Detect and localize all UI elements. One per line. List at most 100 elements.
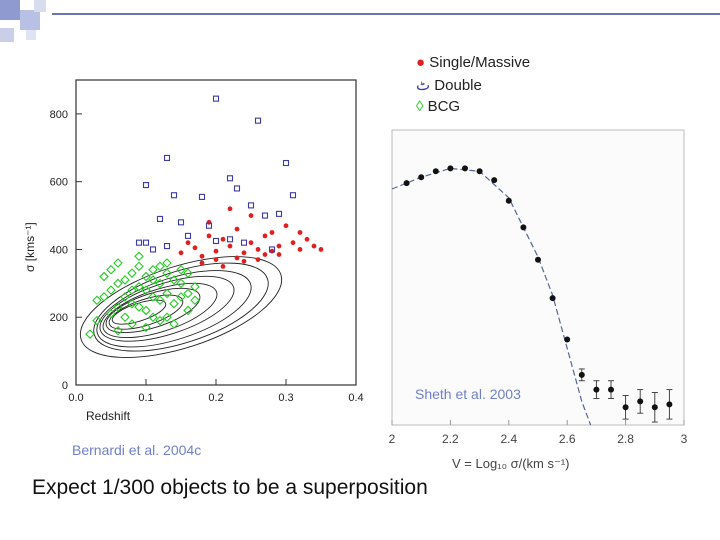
data-point — [403, 180, 410, 187]
bcg-point — [134, 261, 144, 272]
double-point — [240, 239, 248, 246]
double-point — [142, 239, 150, 246]
bcg-point — [141, 322, 151, 333]
double-point — [184, 232, 192, 239]
single-massive-point — [199, 253, 205, 259]
bcg-point — [92, 295, 102, 306]
data-point — [505, 197, 512, 204]
single-massive-point — [262, 233, 268, 239]
double-point — [247, 202, 255, 209]
left-x-tick-label-1: 0.1 — [138, 392, 153, 404]
legend-single-label: Single/Massive — [429, 54, 531, 71]
double-point — [198, 193, 206, 200]
data-point — [491, 177, 498, 184]
bcg-point — [155, 315, 165, 326]
data-point — [520, 224, 527, 231]
left-series-layer — [85, 95, 324, 339]
single-massive-point — [206, 233, 212, 239]
right-x-tick-label-2: 2.4 — [500, 432, 517, 446]
double-point — [205, 222, 213, 229]
bcg-point — [106, 265, 116, 275]
bcg-point — [113, 278, 123, 289]
single-massive-point — [241, 250, 247, 256]
contour-ring-6 — [108, 294, 184, 330]
contour-ring-2 — [96, 270, 252, 348]
right-x-tick-label-4: 2.8 — [617, 432, 634, 446]
right-x-tick-label-0: 2 — [389, 432, 396, 446]
double-point — [261, 212, 269, 219]
double-point — [135, 239, 143, 246]
double-point — [163, 243, 171, 250]
left-x-axis-label: Redshift — [86, 409, 131, 423]
double-point — [282, 159, 290, 167]
double-point — [226, 236, 234, 243]
bcg-point — [127, 268, 137, 278]
left-y-tick-label-0: 0 — [62, 380, 68, 392]
double-point — [289, 192, 297, 199]
bcg-point — [127, 319, 137, 329]
legend-double-label: Double — [434, 77, 482, 94]
left-x-tick-label-2: 0.2 — [208, 392, 223, 404]
bcg-point — [183, 305, 193, 316]
single-massive-point — [269, 248, 275, 254]
bcg-point — [134, 281, 144, 292]
legend-double: ٹ Double — [416, 76, 482, 94]
bcg-point — [148, 312, 158, 322]
bcg-point — [169, 298, 179, 309]
left-y-tick-label-2: 400 — [50, 244, 68, 256]
velocity-function-chart: 2 2.2 2.4 2.6 2.8 3 V = Log₁₀ σ/(km s⁻¹) — [389, 129, 688, 471]
double-point — [156, 215, 164, 222]
contour-ring-4 — [102, 282, 218, 339]
bcg-point — [148, 292, 158, 302]
bcg-point — [134, 302, 144, 312]
data-point — [462, 165, 468, 172]
bcg-point — [148, 265, 158, 275]
double-point — [275, 210, 283, 217]
data-point — [564, 336, 571, 343]
decor-square-5 — [26, 30, 36, 40]
redshift-sigma-chart: 0 200 400 600 800 0.0 0.1 0.2 0.3 0.4 Redshift σ … — [23, 79, 364, 423]
single-massive-point — [227, 243, 233, 249]
left-y-tick-label-1: 200 — [50, 312, 68, 324]
data-point — [535, 256, 541, 263]
data-point — [578, 371, 585, 378]
legend-bcg-label: BCG — [427, 98, 461, 115]
decor-square-1 — [0, 0, 20, 20]
decor-square-2 — [20, 10, 40, 30]
slide-caption: Expect 1/300 objects to be a superpositi… — [32, 476, 428, 499]
data-point — [549, 295, 556, 302]
bcg-point — [106, 285, 116, 295]
single-massive-point — [318, 247, 324, 252]
contour-ring-1 — [93, 262, 269, 352]
left-y-tick-label-4: 800 — [50, 109, 68, 121]
bcg-point — [92, 315, 102, 326]
data-point — [432, 168, 439, 175]
single-massive-point — [192, 245, 198, 251]
single-massive-point — [255, 257, 261, 263]
bcg-point — [155, 295, 165, 306]
single-massive-point — [178, 250, 184, 256]
single-massive-point — [276, 252, 282, 257]
bcg-point — [106, 309, 116, 319]
double-point — [254, 117, 262, 124]
data-point — [651, 404, 658, 411]
double-point — [149, 246, 157, 253]
single-massive-point — [185, 240, 191, 246]
legend-double-marker: ٹ — [416, 77, 431, 94]
single-massive-point — [220, 263, 226, 269]
data-point — [447, 165, 454, 172]
top-rule — [52, 13, 720, 15]
single-massive-point — [227, 206, 233, 212]
data-point — [622, 404, 629, 411]
single-massive-point — [269, 230, 275, 235]
single-massive-point — [262, 252, 268, 257]
bcg-point — [120, 312, 130, 322]
right-axis-ticks: 2 2.2 2.4 2.6 2.8 3 — [389, 420, 688, 446]
decor-square-3 — [0, 28, 14, 42]
single-massive-point — [297, 230, 303, 235]
right-x-axis-label: V = Log₁₀ σ/(km s⁻¹) — [452, 456, 570, 471]
bcg-point — [176, 278, 186, 289]
left-x-tick-label-3: 0.3 — [278, 392, 293, 404]
single-massive-point — [234, 226, 240, 232]
contour-ring-3 — [99, 275, 235, 342]
